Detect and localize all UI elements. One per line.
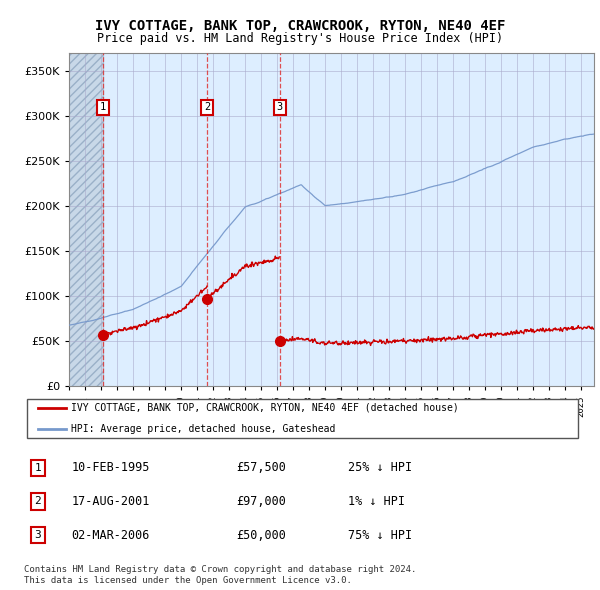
Text: This data is licensed under the Open Government Licence v3.0.: This data is licensed under the Open Gov… [24, 576, 352, 585]
Text: 25% ↓ HPI: 25% ↓ HPI [347, 461, 412, 474]
Bar [69, 53, 103, 386]
Text: 1: 1 [100, 102, 106, 112]
Text: 3: 3 [35, 530, 41, 540]
Text: IVY COTTAGE, BANK TOP, CRAWCROOK, RYTON, NE40 4EF (detached house): IVY COTTAGE, BANK TOP, CRAWCROOK, RYTON,… [71, 403, 459, 412]
Text: £57,500: £57,500 [236, 461, 286, 474]
Text: 02-MAR-2006: 02-MAR-2006 [71, 529, 150, 542]
Text: 17-AUG-2001: 17-AUG-2001 [71, 495, 150, 508]
Text: IVY COTTAGE, BANK TOP, CRAWCROOK, RYTON, NE40 4EF: IVY COTTAGE, BANK TOP, CRAWCROOK, RYTON,… [95, 19, 505, 33]
Text: 75% ↓ HPI: 75% ↓ HPI [347, 529, 412, 542]
Text: 3: 3 [277, 102, 283, 112]
Text: HPI: Average price, detached house, Gateshead: HPI: Average price, detached house, Gate… [71, 424, 336, 434]
Text: £97,000: £97,000 [236, 495, 286, 508]
Text: Price paid vs. HM Land Registry's House Price Index (HPI): Price paid vs. HM Land Registry's House … [97, 32, 503, 45]
Text: 2: 2 [35, 497, 41, 506]
Text: 2: 2 [204, 102, 210, 112]
Text: 10-FEB-1995: 10-FEB-1995 [71, 461, 150, 474]
Text: Contains HM Land Registry data © Crown copyright and database right 2024.: Contains HM Land Registry data © Crown c… [24, 565, 416, 574]
Text: 1% ↓ HPI: 1% ↓ HPI [347, 495, 404, 508]
Text: 1: 1 [35, 463, 41, 473]
Bar [69, 53, 103, 386]
FancyBboxPatch shape [27, 399, 578, 438]
Text: £50,000: £50,000 [236, 529, 286, 542]
